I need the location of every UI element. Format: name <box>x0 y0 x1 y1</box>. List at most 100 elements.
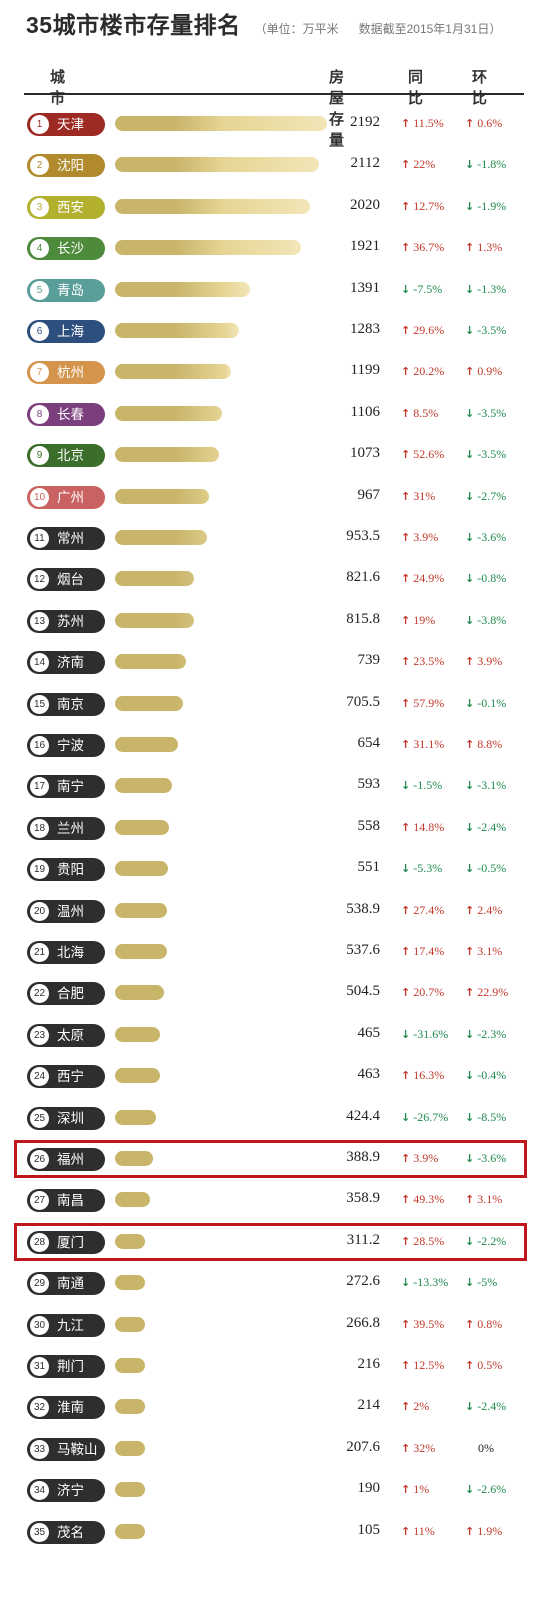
rank-number: 31 <box>30 1357 49 1376</box>
bar-11 <box>115 530 208 545</box>
rank-number: 19 <box>30 860 49 880</box>
arrow-down-icon: ↓ <box>465 613 475 627</box>
rank-pill: 2 沈阳 <box>27 154 105 178</box>
city-name: 马鞍山 <box>57 1441 98 1457</box>
city-name: 南昌 <box>57 1193 84 1209</box>
yoy-value: ↑ 16.3% <box>401 1068 444 1083</box>
mom-value: ↓ -1.9% <box>465 199 506 214</box>
bar-34 <box>115 1482 145 1498</box>
mom-value: ↓ -0.1% <box>465 696 506 711</box>
arrow-up-icon: ↑ <box>401 655 411 669</box>
arrow-up-icon: ↑ <box>465 117 475 130</box>
table-row: 15 南京 705.5 ↑ 57.9% ↓ -0.1% <box>0 684 550 725</box>
stock-value: 1073 <box>350 445 380 462</box>
title-row: 35城市楼市存量排名 （单位：万平米 数据截至2015年1月31日） <box>26 6 546 44</box>
mom-text: -0.5% <box>477 861 507 876</box>
bar-31 <box>115 1358 145 1373</box>
yoy-value: ↑ 2% <box>401 1399 429 1414</box>
yoy-value: ↑ 3.9% <box>401 530 438 545</box>
mom-text: -8.5% <box>477 1109 507 1124</box>
yoy-text: 49.3% <box>413 1192 445 1207</box>
mom-value: ↓ -0.4% <box>465 1068 506 1083</box>
table-row: 10 广州 967 ↑ 31% ↓ -2.7% <box>0 477 550 518</box>
yoy-text: 11.5% <box>413 116 444 130</box>
arrow-up-icon: ↑ <box>401 1441 411 1455</box>
arrow-down-icon: ↓ <box>401 1110 411 1124</box>
yoy-text: 12.7% <box>413 198 445 213</box>
stock-value: 538.9 <box>346 900 380 917</box>
table-row: 14 济南 739 ↑ 23.5% ↑ 3.9% <box>0 642 550 683</box>
stock-value: 272.6 <box>346 1273 380 1290</box>
chart-title: 35城市楼市存量排名 <box>26 12 241 38</box>
city-name: 西安 <box>57 199 84 215</box>
arrow-up-icon: ↑ <box>465 738 475 751</box>
yoy-value: ↑ 20.2% <box>401 364 444 379</box>
city-name: 九江 <box>57 1317 84 1333</box>
stock-value: 463 <box>357 1066 381 1083</box>
rank-number: 23 <box>30 1025 49 1045</box>
arrow-up-icon: ↑ <box>401 241 411 255</box>
mom-text: 0.9% <box>477 364 503 379</box>
rank-number: 8 <box>30 404 49 424</box>
arrow-down-icon: ↓ <box>465 696 475 710</box>
table-row: 23 太原 465 ↓ -31.6% ↓ -2.3% <box>0 1015 550 1056</box>
mom-value: ↓ -2.2% <box>465 1234 506 1249</box>
city-name: 长春 <box>57 406 84 422</box>
arrow-down-icon: ↓ <box>465 572 475 586</box>
stock-value: 1391 <box>350 279 380 296</box>
bar-5 <box>115 281 250 297</box>
rank-pill: 30 九江 <box>27 1313 105 1337</box>
stock-value: 424.4 <box>346 1107 380 1124</box>
arrow-down-icon: ↓ <box>465 158 475 172</box>
yoy-value: ↑ 27.4% <box>401 903 444 918</box>
mom-text: -3.5% <box>477 323 507 337</box>
arrow-down-icon: ↓ <box>465 1027 475 1041</box>
yoy-text: 2% <box>413 1399 430 1414</box>
rank-pill: 21 北海 <box>27 941 105 964</box>
mom-text: -0.8% <box>477 571 507 586</box>
highlight-box <box>14 1222 527 1261</box>
rank-number: 5 <box>30 280 49 300</box>
rank-pill: 5 青岛 <box>27 278 105 302</box>
arrow-up-icon: ↑ <box>465 903 475 917</box>
city-name: 厦门 <box>57 1234 84 1250</box>
rank-pill: 16 宁波 <box>27 734 105 757</box>
stock-value: 593 <box>357 776 381 793</box>
mom-text: 1.9% <box>477 1523 503 1538</box>
mom-text: -3.1% <box>477 778 507 793</box>
mom-text: -3.5% <box>477 447 507 462</box>
arrow-up-icon: ↑ <box>401 986 411 1000</box>
bar-32 <box>115 1399 145 1415</box>
rank-number: 10 <box>30 487 49 507</box>
mom-text: -3.6% <box>477 530 507 544</box>
arrow-down-icon: ↓ <box>465 1152 475 1165</box>
arrow-up-icon: ↑ <box>401 489 411 503</box>
stock-value: 2192 <box>350 114 380 130</box>
yoy-value: ↑ 20.7% <box>401 985 444 1000</box>
mom-value: ↑ 22.9% <box>465 985 508 1000</box>
yoy-value: ↑ 17.4% <box>401 944 444 959</box>
stock-value: 266.8 <box>346 1314 380 1331</box>
stock-value: 311.2 <box>346 1231 380 1248</box>
yoy-value: ↑ 32% <box>401 1441 435 1456</box>
mom-text: -0.4% <box>477 1068 507 1083</box>
yoy-text: 23.5% <box>413 654 445 669</box>
arrow-up-icon: ↑ <box>401 1193 411 1207</box>
bar-30 <box>115 1316 145 1332</box>
rank-pill: 10 广州 <box>27 485 105 509</box>
yoy-value: ↑ 14.8% <box>401 820 444 835</box>
stock-value: 967 <box>357 486 381 503</box>
mom-text: 1.3% <box>477 240 503 255</box>
yoy-text: 12.5% <box>413 1358 445 1372</box>
mom-value: ↑ 3.1% <box>465 1192 502 1207</box>
stock-value: 654 <box>357 735 381 751</box>
mom-value: ↓ -3.6% <box>465 530 506 545</box>
stock-value: 2112 <box>350 155 380 172</box>
yoy-value: ↑ 12.5% <box>401 1358 444 1373</box>
mom-value: ↓ -5% <box>465 1275 497 1290</box>
arrow-down-icon: ↓ <box>465 1110 475 1124</box>
arrow-up-icon: ↑ <box>465 1317 475 1331</box>
rank-pill: 29 南通 <box>27 1272 105 1296</box>
table-row: 31 荆门 216 ↑ 12.5% ↑ 0.5% <box>0 1346 550 1387</box>
rank-number: 2 <box>30 156 49 176</box>
